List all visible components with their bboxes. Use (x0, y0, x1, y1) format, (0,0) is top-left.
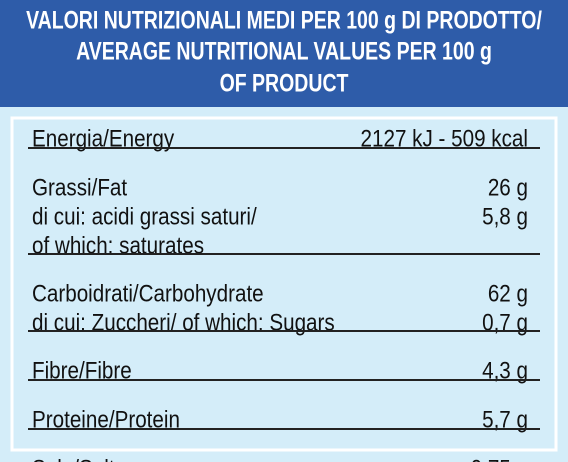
header-line: VALORI NUTRIZIONALI MEDI PER 100 g DI PR… (26, 6, 542, 34)
table: Energia/Energy 2127 kJ - 509 kcalGrassi/F… (28, 125, 540, 462)
header-band (0, 0, 568, 107)
nutrient-value: 62 g (488, 280, 528, 307)
header: VALORI NUTRIZIONALI MEDI PER 100 g DI PR… (26, 6, 542, 97)
nutrient-label: Carboidrati/Carbohydrate (32, 280, 264, 307)
header-line: AVERAGE NUTRITIONAL VALUES PER 100 g (76, 37, 492, 65)
header-line: OF PRODUCT (220, 69, 349, 97)
nutrient-value: 5,8 g (482, 203, 528, 230)
nutrient-label: Sale/Salt (32, 455, 115, 462)
nutrient-value: 26 g (488, 174, 528, 201)
nutrient-label: Grassi/Fat (32, 174, 128, 201)
nutrient-label: di cui: acidi grassi saturi/ (32, 203, 257, 230)
nutrient-value: 0,75 g (471, 455, 528, 462)
panel-border (10, 116, 558, 452)
